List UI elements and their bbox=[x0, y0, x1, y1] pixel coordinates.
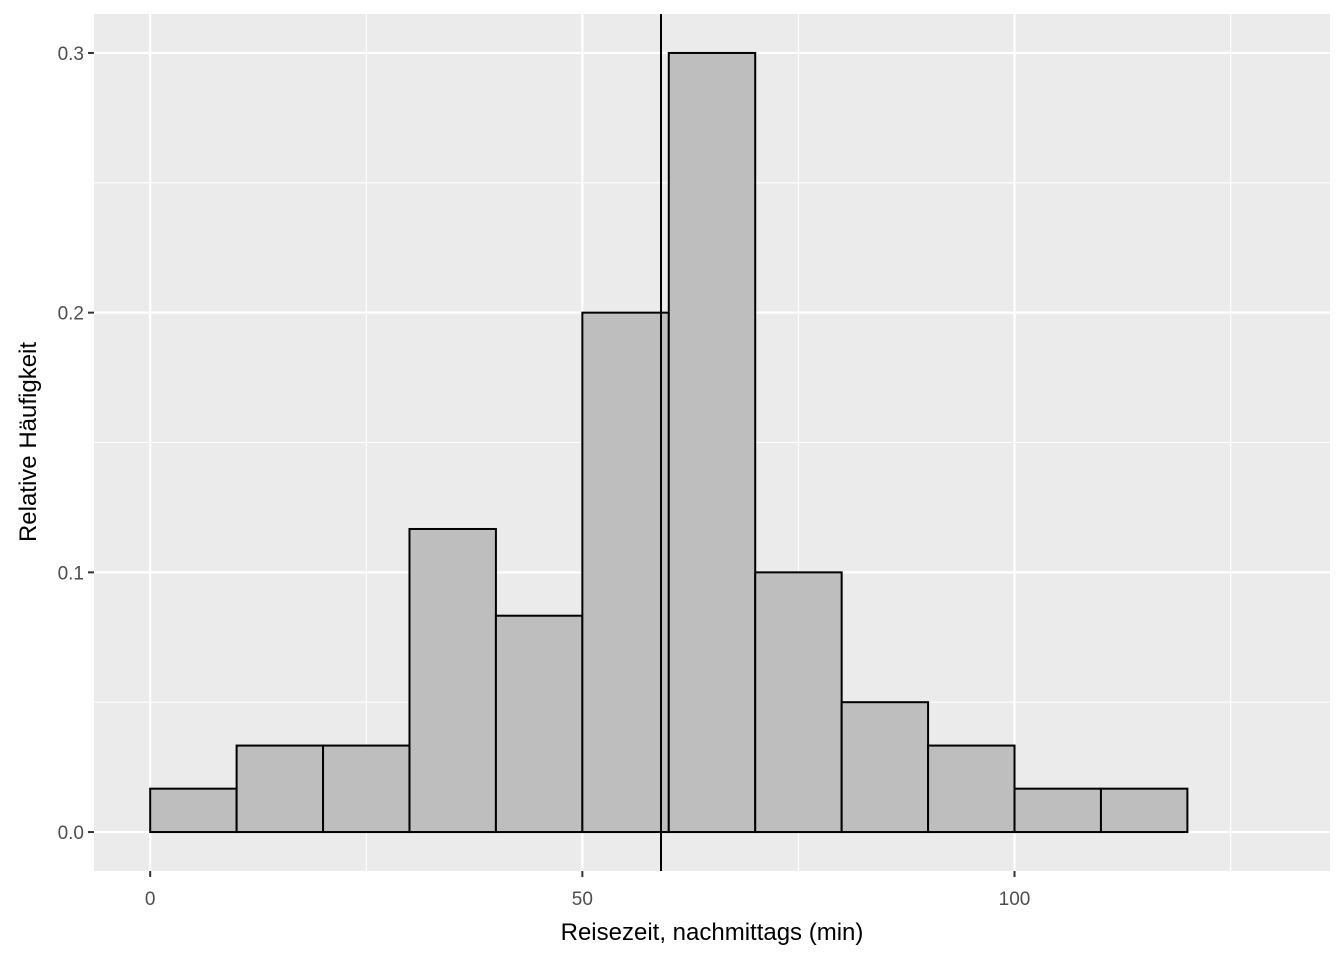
x-tick-label: 100 bbox=[999, 889, 1031, 910]
histogram-bar bbox=[667, 51, 757, 834]
x-tick-label: 0 bbox=[145, 889, 156, 910]
y-axis: 0.0 0.1 0.2 0.3 bbox=[58, 44, 94, 844]
x-tick-label: 50 bbox=[572, 889, 593, 910]
y-axis-title: Relative Häufigkeit bbox=[15, 342, 42, 542]
histogram-bar bbox=[494, 614, 584, 834]
y-tick-label: 0.2 bbox=[58, 304, 84, 325]
x-axis: 0 50 100 bbox=[145, 871, 1030, 910]
x-axis-title: Reisezeit, nachmittags (min) bbox=[561, 919, 864, 946]
histogram-bar bbox=[754, 571, 843, 834]
histogram-bar bbox=[235, 744, 325, 834]
y-tick-label: 0.1 bbox=[58, 563, 84, 584]
histogram-bar bbox=[408, 527, 497, 834]
histogram-bar bbox=[1099, 787, 1189, 834]
histogram-bar bbox=[322, 744, 411, 834]
histogram-bar bbox=[927, 744, 1016, 834]
histogram-bar bbox=[1013, 787, 1102, 834]
y-tick-label: 0.3 bbox=[58, 44, 84, 65]
histogram-bar bbox=[581, 311, 670, 834]
histogram-bar bbox=[840, 701, 930, 834]
histogram-bar bbox=[149, 787, 238, 834]
histogram-bars bbox=[149, 51, 1189, 834]
y-tick-label: 0.0 bbox=[58, 823, 84, 844]
